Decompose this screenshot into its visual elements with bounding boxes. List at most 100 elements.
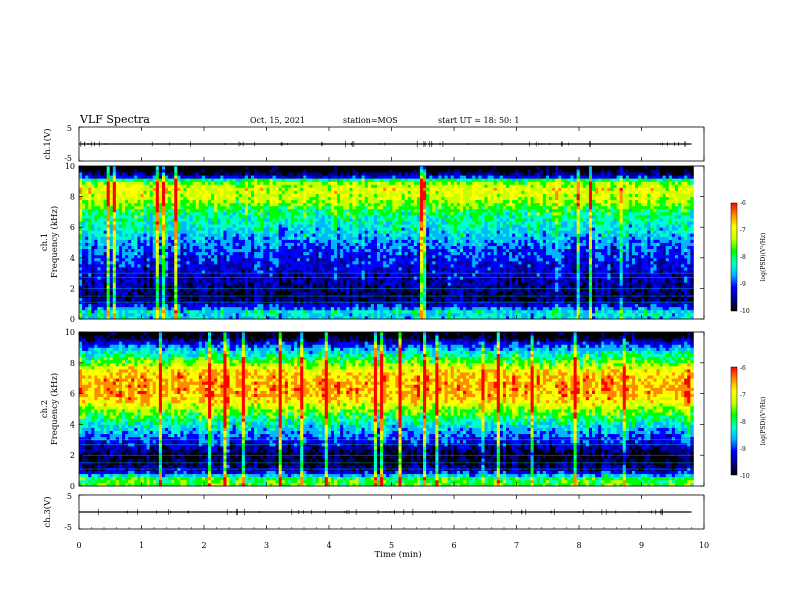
spectrogram-cell xyxy=(445,252,448,255)
spectrogram-cell xyxy=(441,255,444,258)
spectrogram-cell xyxy=(614,288,617,291)
spectrogram-cell xyxy=(355,252,358,255)
spectrogram-cell xyxy=(91,249,94,252)
spectrogram-cell xyxy=(389,282,392,285)
spectrogram-cell xyxy=(552,304,555,307)
spectrogram-cell xyxy=(276,298,279,301)
spectrogram-cell xyxy=(402,291,405,294)
spectrogram-cell xyxy=(567,261,570,264)
spectrogram-cell xyxy=(647,310,650,313)
spectrogram-cell xyxy=(355,249,358,252)
spectrogram-cell xyxy=(632,261,635,264)
spectrogram-cell xyxy=(669,279,672,282)
spectrogram-cell xyxy=(187,243,190,246)
spectrogram-cell xyxy=(417,279,420,282)
spectrogram-cell xyxy=(663,246,666,249)
spectrogram-cell xyxy=(586,252,589,255)
spectrogram-cell xyxy=(635,267,638,270)
spectrogram-cell xyxy=(469,258,472,261)
spectrogram-cell xyxy=(107,279,110,282)
spectrogram-cell xyxy=(156,313,159,316)
spectrogram-cell xyxy=(257,298,260,301)
spectrogram-cell xyxy=(359,273,362,276)
spectrogram-cell xyxy=(389,267,392,270)
spectrogram-cell xyxy=(147,267,150,270)
spectrogram-cell xyxy=(144,246,147,249)
spectrogram-cell xyxy=(395,310,398,313)
spectrogram-cell xyxy=(85,252,88,255)
spectrogram-cell xyxy=(534,288,537,291)
spectrogram-cell xyxy=(220,252,223,255)
spectrogram-cell xyxy=(653,246,656,249)
spectrogram-cell xyxy=(491,273,494,276)
spectrogram-cell xyxy=(509,273,512,276)
spectrogram-cell xyxy=(319,243,322,246)
spectrogram-cell xyxy=(294,252,297,255)
spectrogram-cell xyxy=(595,310,598,313)
spectrogram-cell xyxy=(518,313,521,316)
spectrogram-cell xyxy=(610,313,613,316)
spectrogram-cell xyxy=(193,264,196,267)
spectrogram-cell xyxy=(113,313,116,316)
spectrogram-cell xyxy=(279,261,282,264)
spectrogram-cell xyxy=(509,304,512,307)
spectrogram-cell xyxy=(411,288,414,291)
spectrogram-cell xyxy=(408,252,411,255)
spectrogram-cell xyxy=(374,291,377,294)
spectrogram-cell xyxy=(300,282,303,285)
spectrogram-cell xyxy=(362,255,365,258)
spectrogram-cell xyxy=(540,267,543,270)
spectrogram-cell xyxy=(629,279,632,282)
spectrogram-cell xyxy=(494,249,497,252)
spectrogram-cell xyxy=(484,288,487,291)
spectrogram-cell xyxy=(371,258,374,261)
spectrogram-cell xyxy=(607,288,610,291)
spectrogram-cell xyxy=(666,264,669,267)
spectrogram-cell xyxy=(405,279,408,282)
spectrogram-cell xyxy=(484,264,487,267)
spectrogram-cell xyxy=(365,243,368,246)
spectrogram-cell xyxy=(484,310,487,313)
spectrogram-cell xyxy=(208,310,211,313)
spectrogram-cell xyxy=(319,282,322,285)
spectrogram-cell xyxy=(285,291,288,294)
spectrogram-cell xyxy=(503,279,506,282)
spectrogram-cell xyxy=(150,282,153,285)
spectrogram-cell xyxy=(518,279,521,282)
spectrogram-cell xyxy=(306,307,309,310)
spectrogram-cell xyxy=(684,264,687,267)
spectrogram-cell xyxy=(104,267,107,270)
spectrogram-cell xyxy=(426,304,429,307)
spectrogram-cell xyxy=(328,252,331,255)
spectrogram-cell xyxy=(137,267,140,270)
spectrogram-cell xyxy=(248,255,251,258)
spectrogram-cell xyxy=(537,273,540,276)
spectrogram-cell xyxy=(392,264,395,267)
spectrogram-cell xyxy=(598,307,601,310)
spectrogram-cell xyxy=(598,249,601,252)
spectrogram-cell xyxy=(328,249,331,252)
spectrogram-cell xyxy=(205,282,208,285)
spectrogram-cell xyxy=(589,252,592,255)
spectrogram-cell xyxy=(162,264,165,267)
spectrogram-cell xyxy=(349,246,352,249)
spectrogram-cell xyxy=(119,307,122,310)
spectrogram-cell xyxy=(589,246,592,249)
spectrogram-cell xyxy=(82,252,85,255)
spectrogram-cell xyxy=(635,261,638,264)
spectrogram-cell xyxy=(137,313,140,316)
spectrogram-cell xyxy=(199,267,202,270)
spectrogram-cell xyxy=(497,279,500,282)
spectrogram-cell xyxy=(580,279,583,282)
spectrogram-cell xyxy=(251,258,254,261)
spectrogram-cell xyxy=(494,288,497,291)
spectrogram-cell xyxy=(214,252,217,255)
spectrogram-cell xyxy=(251,282,254,285)
spectrogram-cell xyxy=(402,282,405,285)
spectrogram-cell xyxy=(269,255,272,258)
spectrogram-cell xyxy=(355,261,358,264)
spectrogram-cell xyxy=(171,267,174,270)
spectrogram-cell xyxy=(91,267,94,270)
spectrogram-cell xyxy=(494,264,497,267)
spectrogram-cell xyxy=(534,310,537,313)
